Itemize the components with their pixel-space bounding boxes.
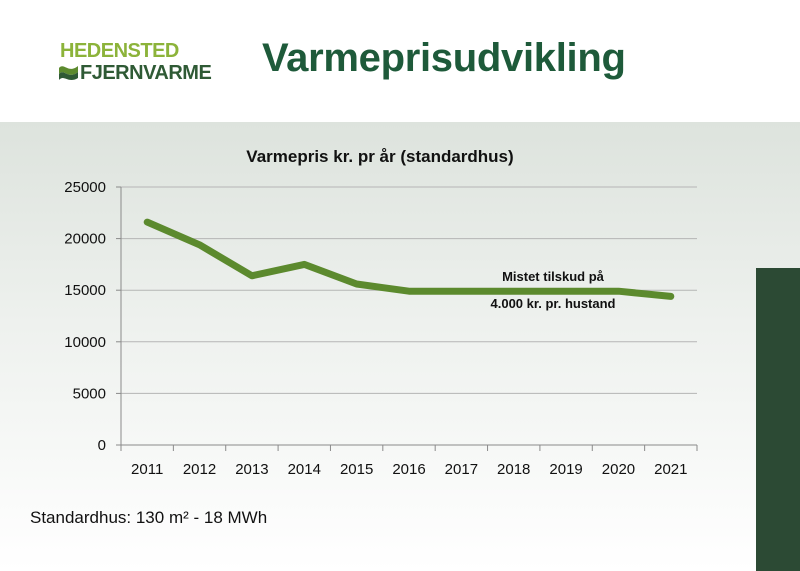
x-tick-label: 2012 bbox=[183, 461, 216, 478]
x-tick-label: 2020 bbox=[602, 461, 635, 478]
content-area bbox=[0, 122, 800, 571]
y-tick-label: 0 bbox=[98, 437, 106, 454]
logo-wave-icon bbox=[59, 66, 78, 80]
x-tick-label: 2011 bbox=[131, 461, 163, 478]
x-tick-label: 2014 bbox=[288, 461, 321, 478]
x-tick-label: 2021 bbox=[654, 461, 687, 478]
series-line bbox=[143, 218, 675, 300]
x-tick-label: 2015 bbox=[340, 461, 373, 478]
x-tick-label: 2013 bbox=[235, 461, 268, 478]
y-tick-label: 10000 bbox=[64, 334, 106, 351]
side-accent-bar bbox=[756, 268, 800, 571]
x-tick-label: 2019 bbox=[549, 461, 582, 478]
x-tick-label: 2018 bbox=[497, 461, 530, 478]
y-tick-label: 15000 bbox=[64, 282, 106, 299]
x-tick-label: 2016 bbox=[392, 461, 425, 478]
logo: HEDENSTED FJERNVARME bbox=[56, 40, 216, 88]
logo-line2: FJERNVARME bbox=[80, 62, 212, 84]
header: HEDENSTED FJERNVARME Varmeprisudvikling bbox=[0, 0, 800, 122]
footnote: Standardhus: 130 m² - 18 MWh bbox=[30, 508, 268, 527]
x-tick-label: 2017 bbox=[445, 461, 478, 478]
y-tick-label: 5000 bbox=[73, 385, 106, 402]
page-title: Varmeprisudvikling bbox=[262, 36, 626, 80]
y-tick-label: 20000 bbox=[64, 231, 106, 248]
annotation-line2: 4.000 kr. pr. hustand bbox=[491, 296, 616, 311]
annotation-line1: Mistet tilskud på bbox=[502, 269, 605, 284]
chart-title: Varmepris kr. pr år (standardhus) bbox=[246, 147, 513, 166]
y-tick-label: 25000 bbox=[64, 179, 106, 196]
logo-line1: HEDENSTED bbox=[60, 40, 179, 62]
